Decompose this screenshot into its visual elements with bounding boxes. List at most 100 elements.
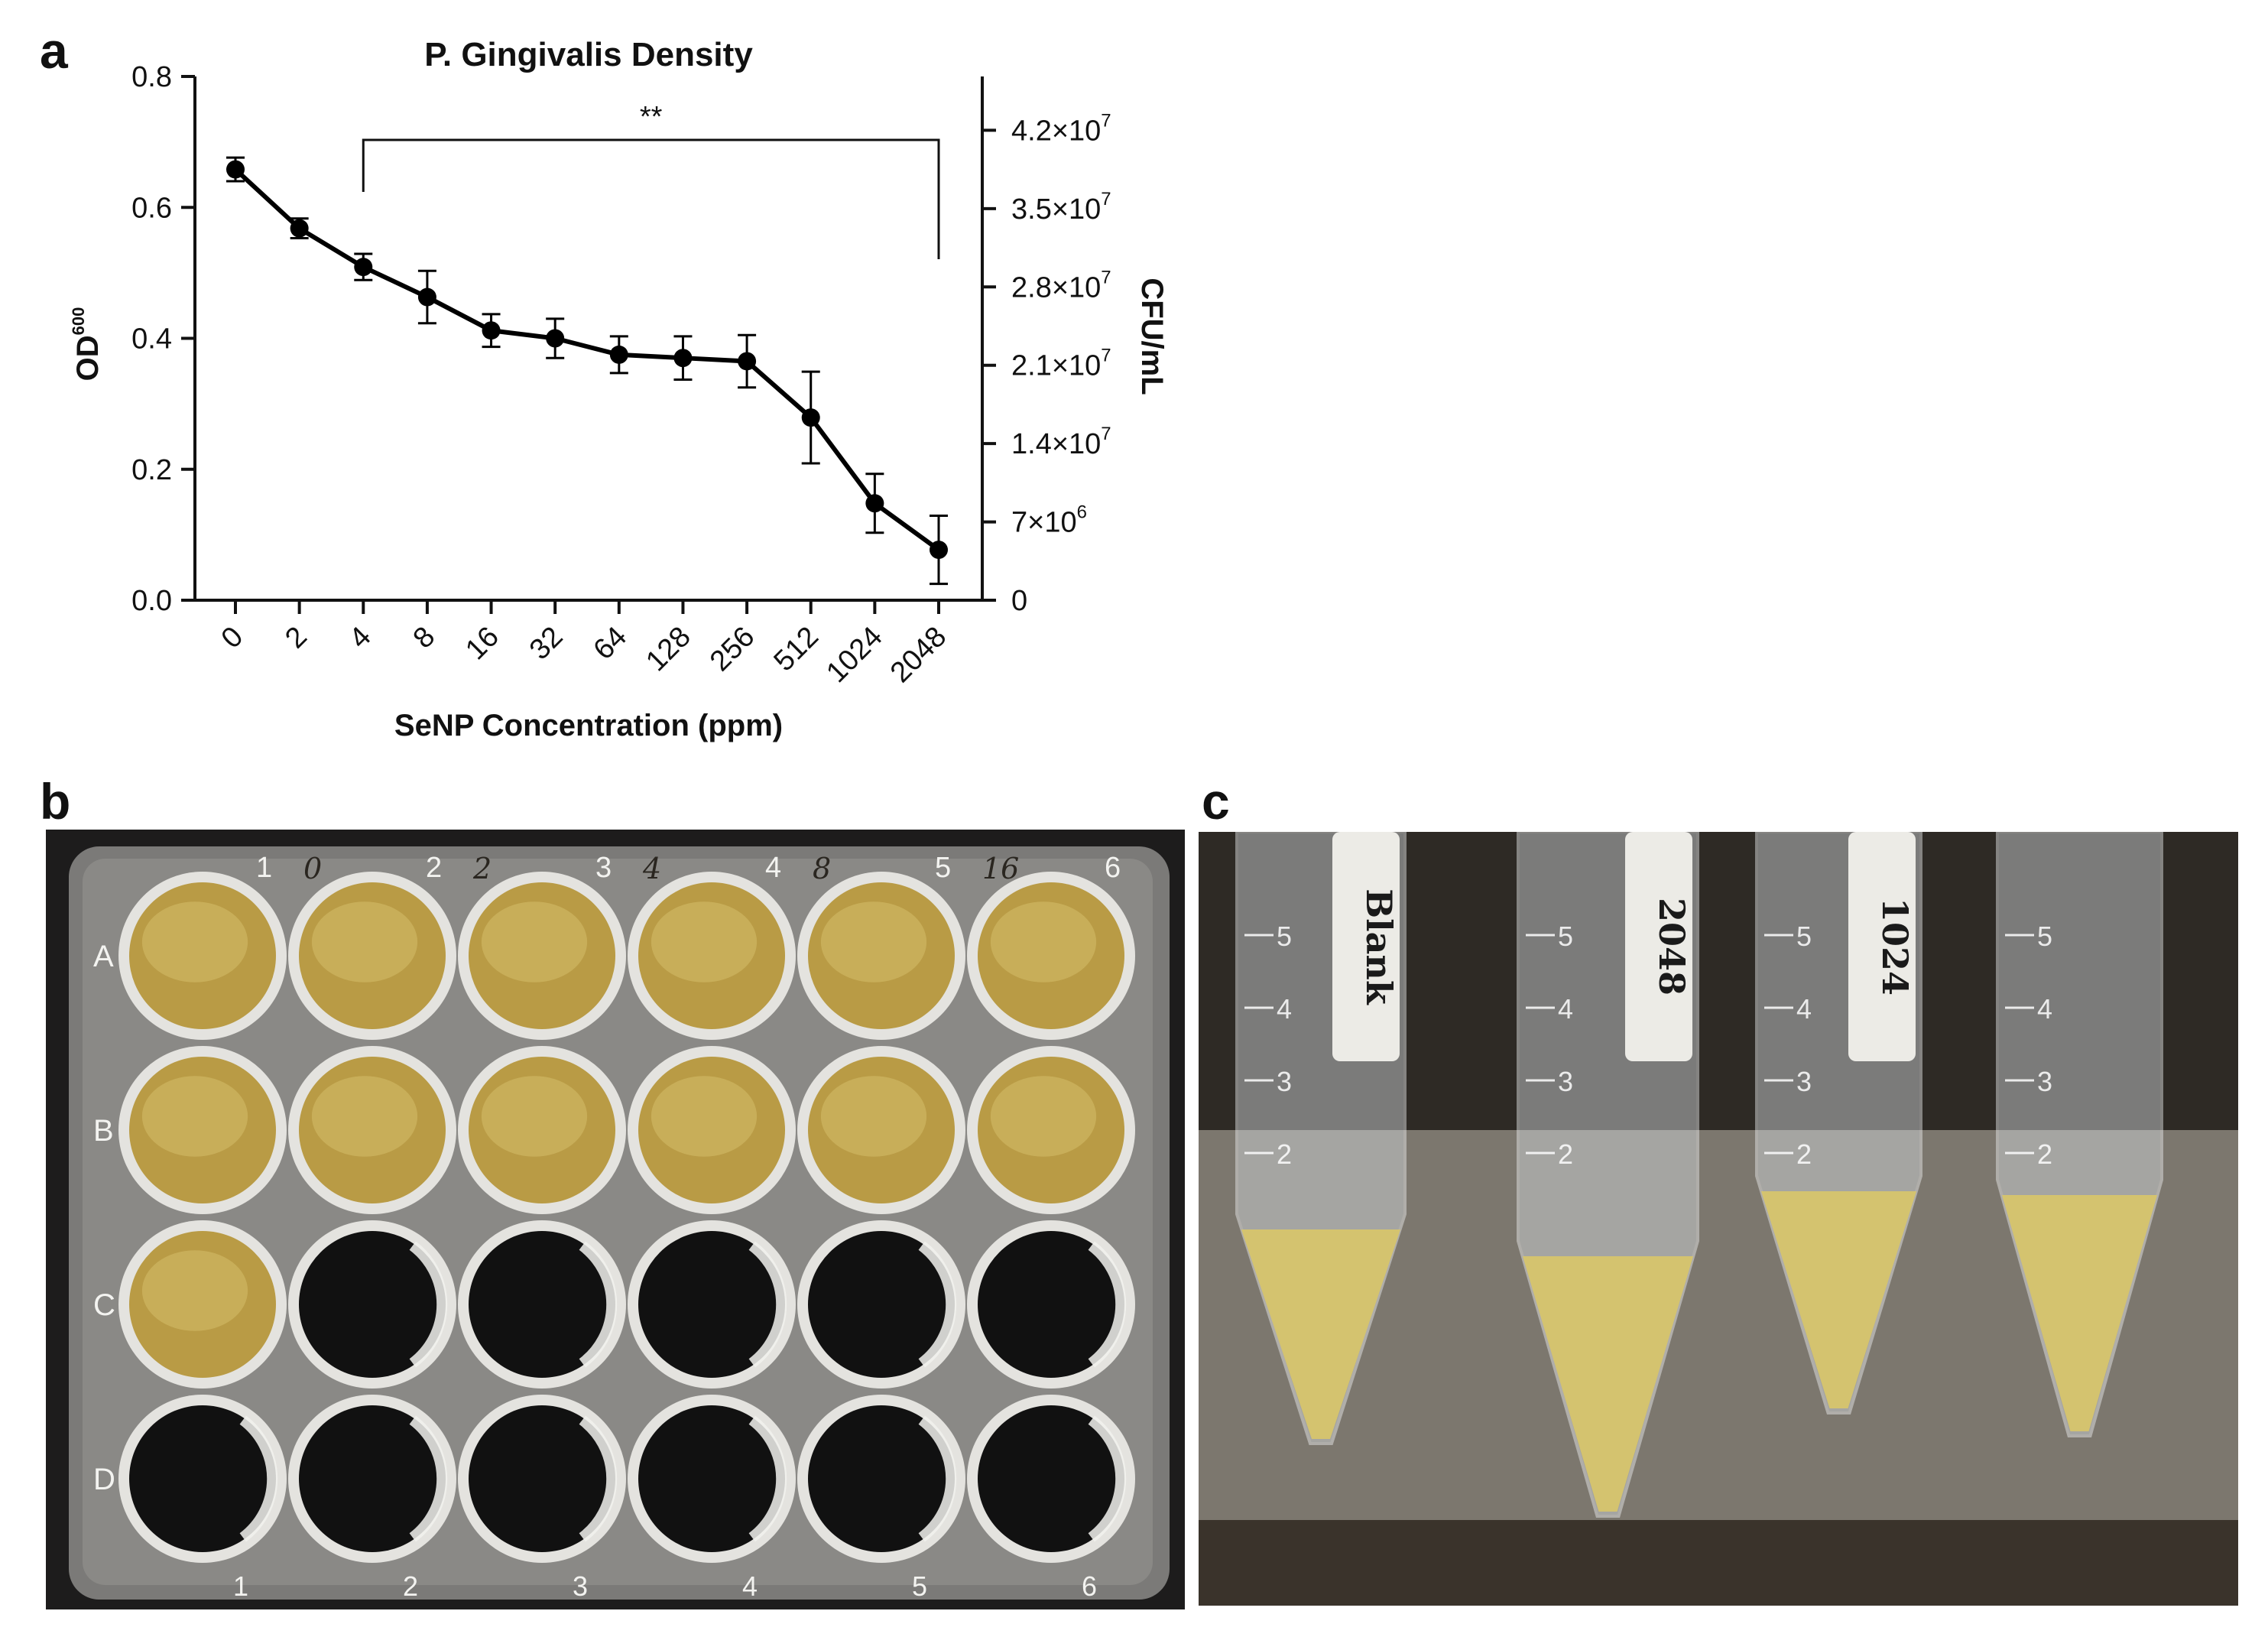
series-line bbox=[233, 167, 940, 552]
tube-label-sticker bbox=[1848, 832, 1916, 1061]
panel-letter-c: c bbox=[1202, 773, 1230, 830]
well-reflection bbox=[748, 1241, 787, 1368]
tube-scale-label: 2 bbox=[2037, 1138, 2052, 1170]
tube-scale-label: 5 bbox=[1277, 921, 1292, 952]
well-highlight bbox=[311, 901, 418, 983]
well-highlight bbox=[651, 901, 758, 983]
plate-row-label: D bbox=[93, 1463, 115, 1496]
well-highlight bbox=[990, 1076, 1097, 1157]
tube-liquid bbox=[2002, 1195, 2157, 1431]
tube-scale-label: 3 bbox=[2037, 1066, 2052, 1097]
tube-label-text: 2048 bbox=[1651, 898, 1692, 996]
well-highlight bbox=[311, 1076, 418, 1157]
x-tick-label: 128 bbox=[640, 621, 697, 678]
data-point bbox=[865, 494, 884, 513]
tubes-drawing: Blank 2 3 4 5 2048 2 3 4 5 1024 2 3 4 5 2 3 4 5 bbox=[1199, 832, 2238, 1606]
x-tick-label: 2 bbox=[279, 621, 313, 655]
tube-liquid bbox=[1761, 1191, 1916, 1408]
tube-scale-label: 4 bbox=[1558, 993, 1573, 1025]
plate-row-label: B bbox=[93, 1114, 114, 1148]
x-tick-label: 64 bbox=[588, 621, 634, 667]
tube-scale-label: 2 bbox=[1796, 1138, 1812, 1170]
well-empty bbox=[978, 1231, 1124, 1378]
plate-handwritten-note: 4 bbox=[642, 852, 661, 885]
x-tick-label: 2048 bbox=[884, 621, 952, 689]
y2-tick-label: 4.2×107 bbox=[1011, 110, 1111, 147]
well-reflection bbox=[409, 1415, 448, 1542]
data-point bbox=[226, 160, 245, 179]
well-highlight bbox=[820, 1076, 927, 1157]
x-tick-label: 0 bbox=[216, 621, 250, 655]
tube-scale-label: 2 bbox=[1277, 1138, 1292, 1170]
y-axis-label-subscript: 600 bbox=[69, 307, 88, 336]
plate-column-label: 3 bbox=[595, 852, 612, 884]
plate-column-label-bottom: 6 bbox=[1082, 1570, 1097, 1602]
well-reflection bbox=[918, 1241, 957, 1368]
tube-label-sticker bbox=[1332, 832, 1400, 1061]
plate-handwritten-note: 2 bbox=[472, 852, 492, 885]
plate-row-label: A bbox=[93, 940, 114, 973]
plate-column-label: 6 bbox=[1105, 852, 1121, 884]
y2-tick-label: 0 bbox=[1011, 585, 1027, 617]
plate-column-label-bottom: 4 bbox=[742, 1570, 758, 1602]
x-tick-label: 256 bbox=[704, 621, 761, 678]
plate-column-label: 5 bbox=[935, 852, 951, 884]
well-reflection bbox=[579, 1241, 618, 1368]
tube-scale-label: 3 bbox=[1277, 1066, 1292, 1097]
x-tick-label: 512 bbox=[768, 621, 826, 678]
tube-scale-label: 2 bbox=[1558, 1138, 1573, 1170]
well-empty bbox=[808, 1231, 955, 1378]
plate-handwritten-note: 0 bbox=[303, 852, 322, 885]
y-tick-label: 0.6 bbox=[131, 192, 172, 224]
y2-axis-label: CFU/mL bbox=[1135, 278, 1169, 395]
well-empty bbox=[299, 1405, 446, 1552]
y-tick-label: 0.2 bbox=[131, 454, 172, 486]
well-reflection bbox=[1088, 1415, 1127, 1542]
well-reflection bbox=[579, 1415, 618, 1542]
plate-column-label-bottom: 3 bbox=[573, 1570, 588, 1602]
tube-scale-label: 3 bbox=[1796, 1066, 1812, 1097]
well-empty bbox=[469, 1405, 615, 1552]
y2-tick-exponent: 7 bbox=[1101, 424, 1111, 444]
tube-scale-label: 3 bbox=[1558, 1066, 1573, 1097]
significance-label: ** bbox=[640, 101, 663, 133]
well-highlight bbox=[141, 901, 248, 983]
x-tick-label: 1024 bbox=[820, 621, 888, 689]
well-plate-photo: A B C D 1 2 3 4 5 6 1 2 3 4 5 6 0 2 4 8 16 bbox=[46, 830, 1185, 1609]
y2-tick-exponent: 7 bbox=[1101, 189, 1111, 209]
y-tick-label: 0.0 bbox=[131, 585, 172, 617]
y2-tick-label: 2.1×107 bbox=[1011, 346, 1111, 382]
chart-marks bbox=[226, 138, 948, 586]
plate-column-label: 4 bbox=[765, 852, 781, 884]
y2-tick-exponent: 7 bbox=[1101, 346, 1111, 366]
well-empty bbox=[299, 1231, 446, 1378]
data-point bbox=[673, 349, 693, 368]
tube-scale-label: 5 bbox=[2037, 921, 2052, 952]
data-point bbox=[290, 219, 309, 238]
data-point bbox=[417, 287, 436, 307]
well-highlight bbox=[481, 901, 588, 983]
well-highlight bbox=[141, 1076, 248, 1157]
well-reflection bbox=[918, 1415, 957, 1542]
plate-column-label: 1 bbox=[256, 852, 272, 884]
y-tick-label: 0.4 bbox=[131, 323, 172, 356]
well-reflection bbox=[239, 1415, 278, 1542]
x-tick-label: 8 bbox=[407, 621, 442, 655]
well-empty bbox=[808, 1405, 955, 1552]
plate-column-label: 2 bbox=[426, 852, 442, 884]
tube-scale-label: 4 bbox=[2037, 993, 2052, 1025]
well-highlight bbox=[141, 1250, 248, 1331]
tubes-photo: Blank 2 3 4 5 2048 2 3 4 5 1024 2 3 4 5 2 3 4 5 bbox=[1199, 832, 2238, 1606]
y2-tick-exponent: 7 bbox=[1101, 267, 1111, 287]
tube-label-sticker bbox=[1625, 832, 1692, 1061]
y-axis-label: OD600 bbox=[69, 307, 105, 382]
tube-liquid bbox=[1241, 1229, 1400, 1439]
chart-axes bbox=[181, 75, 996, 614]
well-empty bbox=[129, 1405, 276, 1552]
well-empty bbox=[638, 1231, 785, 1378]
chart-title: P. Gingivalis Density bbox=[424, 36, 753, 73]
tube-scale-label: 4 bbox=[1796, 993, 1812, 1025]
well-reflection bbox=[748, 1415, 787, 1542]
plate-column-label-bottom: 5 bbox=[912, 1570, 927, 1602]
y2-tick-exponent: 6 bbox=[1077, 502, 1087, 523]
